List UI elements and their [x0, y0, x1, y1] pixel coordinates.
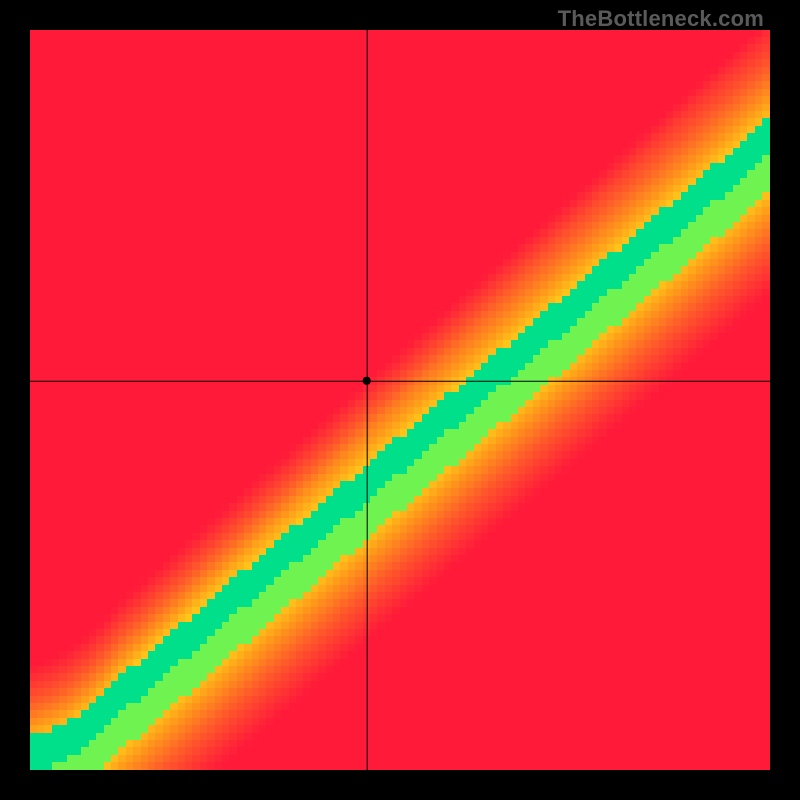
bottleneck-heatmap [30, 30, 770, 770]
chart-container: TheBottleneck.com [0, 0, 800, 800]
watermark-text: TheBottleneck.com [558, 6, 764, 32]
